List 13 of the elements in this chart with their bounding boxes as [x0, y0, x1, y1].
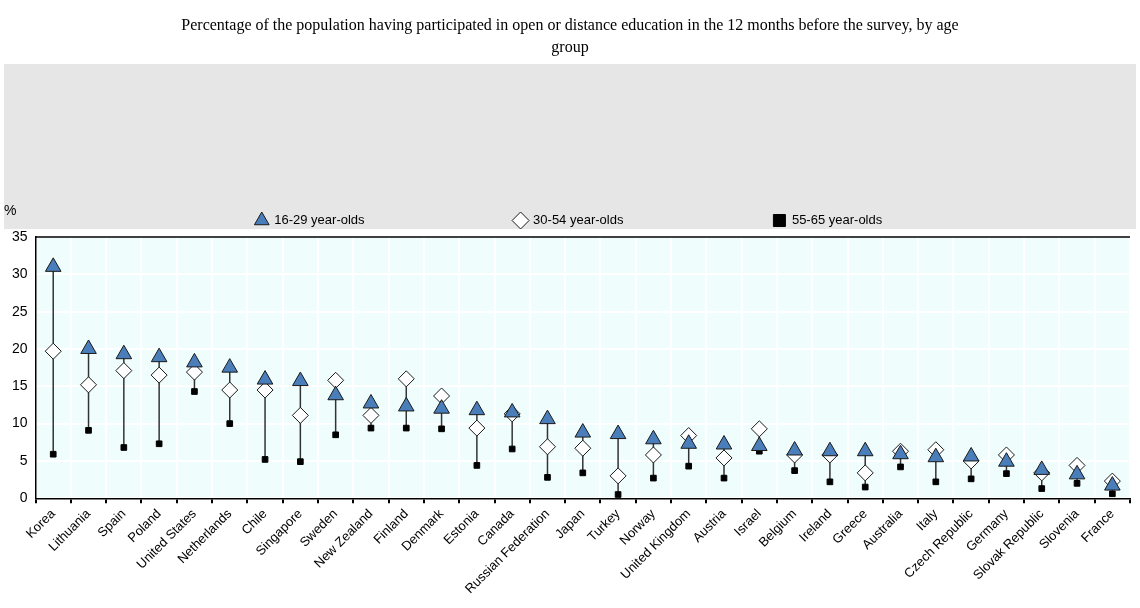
y-tick-label: 30 [11, 265, 28, 282]
y-tick-label: 0 [19, 489, 28, 506]
y-tick-label: 35 [11, 227, 28, 244]
y-tick-label: 25 [11, 302, 28, 319]
y-tick-label: 10 [11, 414, 28, 431]
y-axis-title: % [4, 201, 17, 218]
legend-label: 16-29 year-olds [274, 212, 366, 228]
chart-title: Percentage of the population having participated in open or distance education in the 12 months before the survey, by age group [180, 15, 960, 58]
y-tick-label: 20 [11, 339, 28, 356]
legend-label: 30-54 year-olds [533, 212, 624, 228]
y-tick-label: 5 [19, 451, 28, 468]
legend-label: 55-65 year-olds [791, 212, 883, 228]
y-tick-label: 15 [11, 377, 28, 394]
